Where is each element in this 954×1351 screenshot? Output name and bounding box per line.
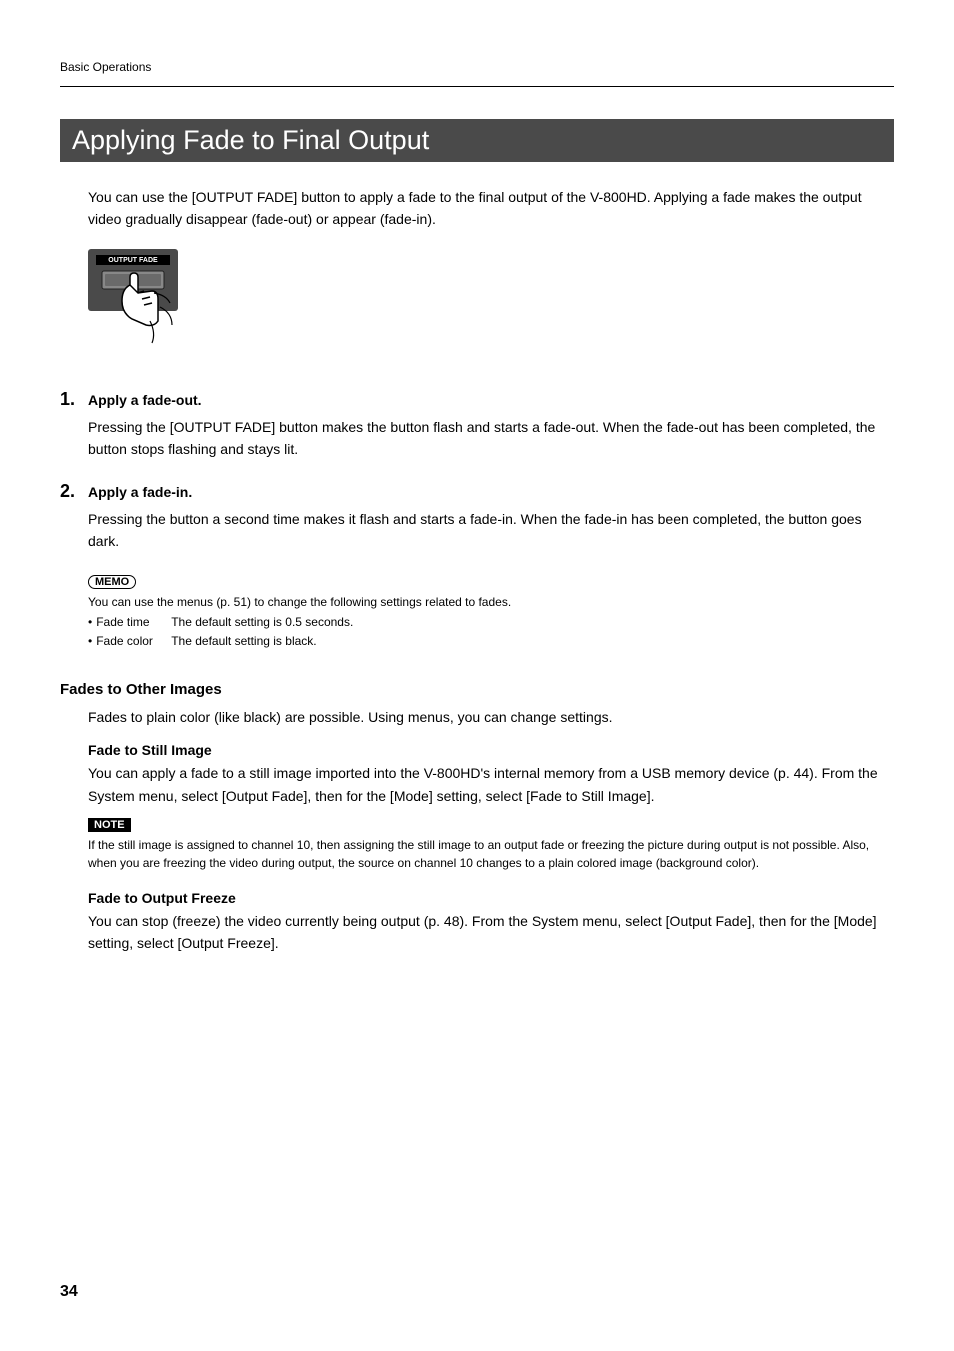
bullet-label: Fade color: [96, 632, 171, 651]
note-body: If the still image is assigned to channe…: [88, 836, 894, 872]
fades-heading: Fades to Other Images: [60, 681, 894, 698]
step-number: 1.: [60, 389, 88, 410]
header-rule: [60, 86, 894, 87]
still-image-body: You can apply a fade to a still image im…: [88, 762, 894, 807]
button-label-text: OUTPUT FADE: [108, 257, 158, 264]
step-title: Apply a fade-out.: [88, 392, 202, 408]
output-fade-illustration: OUTPUT FADE: [88, 249, 894, 359]
bullet-icon: •: [88, 632, 92, 651]
page-title: Applying Fade to Final Output: [60, 119, 894, 162]
bullet-value: The default setting is 0.5 seconds.: [171, 613, 353, 632]
intro-paragraph: You can use the [OUTPUT FADE] button to …: [88, 186, 894, 231]
bullet-icon: •: [88, 613, 92, 632]
bullet-value: The default setting is black.: [171, 632, 316, 651]
fades-intro: Fades to plain color (like black) are po…: [88, 706, 894, 728]
note-badge: NOTE: [88, 818, 131, 832]
step-title: Apply a fade-in.: [88, 484, 192, 500]
output-freeze-body: You can stop (freeze) the video currentl…: [88, 910, 894, 955]
section-label: Basic Operations: [60, 60, 894, 74]
step-number: 2.: [60, 481, 88, 502]
step-1: 1. Apply a fade-out. Pressing the [OUTPU…: [60, 389, 894, 461]
memo-bullet-1: • Fade time The default setting is 0.5 s…: [88, 613, 894, 632]
step-2: 2. Apply a fade-in. Pressing the button …: [60, 481, 894, 553]
step-body: Pressing the [OUTPUT FADE] button makes …: [88, 416, 894, 461]
memo-intro: You can use the menus (p. 51) to change …: [88, 593, 894, 612]
still-image-heading: Fade to Still Image: [88, 742, 894, 758]
memo-badge: MEMO: [88, 575, 136, 589]
bullet-label: Fade time: [96, 613, 171, 632]
memo-bullet-2: • Fade color The default setting is blac…: [88, 632, 894, 651]
output-freeze-heading: Fade to Output Freeze: [88, 890, 894, 906]
page-number: 34: [60, 1283, 78, 1301]
step-body: Pressing the button a second time makes …: [88, 508, 894, 553]
